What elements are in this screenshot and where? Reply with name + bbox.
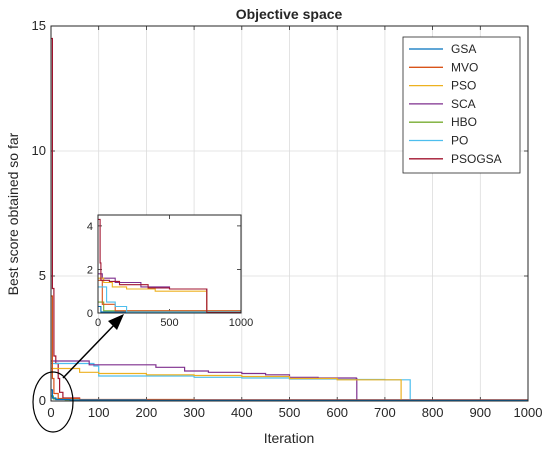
legend: GSA MVO PSO SCA HBO PO PSOGSA bbox=[402, 36, 521, 174]
main-x-tick-label: 600 bbox=[326, 405, 348, 420]
inset-series-po bbox=[98, 286, 241, 313]
main-series-po bbox=[51, 362, 528, 401]
legend-label-gsa: GSA bbox=[451, 42, 476, 56]
main-x-tick-label: 500 bbox=[279, 405, 301, 420]
y-axis-label: Best score obtained so far bbox=[5, 132, 21, 295]
main-x-tick-label: 800 bbox=[422, 405, 444, 420]
main-x-tick-label: 100 bbox=[88, 405, 110, 420]
legend-box bbox=[402, 36, 521, 174]
inset-y-tick-label: 0 bbox=[87, 308, 93, 320]
zoom-ellipse bbox=[32, 371, 74, 433]
main-x-tick-label: 200 bbox=[136, 405, 158, 420]
inset-series-group bbox=[98, 218, 241, 313]
legend-label-psogsa: PSOGSA bbox=[451, 152, 502, 166]
main-x-tick-label: 1000 bbox=[514, 405, 543, 420]
legend-label-po: PO bbox=[451, 134, 468, 148]
main-y-tick-label: 15 bbox=[32, 18, 46, 33]
main-series-gsa bbox=[51, 389, 528, 401]
inset-plot: 0 500 1000 0 2 4 bbox=[87, 214, 253, 329]
inset-x-tick-label: 1000 bbox=[229, 317, 253, 329]
main-y-tick-label: 5 bbox=[39, 268, 46, 283]
main-x-tick-label: 300 bbox=[183, 405, 205, 420]
main-frame-top bbox=[50, 25, 529, 402]
inset-y-tick-label: 2 bbox=[87, 264, 93, 276]
inset-series-gsa bbox=[98, 305, 241, 313]
inset-y-tick-label: 4 bbox=[87, 221, 93, 233]
main-x-tick-label: 700 bbox=[374, 405, 396, 420]
main-x-tick-label: 900 bbox=[469, 405, 491, 420]
inset-x-tick-label: 500 bbox=[160, 317, 178, 329]
inset-series-psogsa bbox=[98, 218, 241, 313]
inset-x-tick-label: 0 bbox=[95, 317, 101, 329]
main-series-sca bbox=[51, 360, 528, 401]
chart-title: Objective space bbox=[236, 6, 343, 22]
main-series-pso bbox=[51, 367, 528, 401]
zoom-annotation bbox=[32, 314, 124, 433]
zoom-arrow-line bbox=[62, 322, 117, 379]
legend-label-mvo: MVO bbox=[451, 60, 478, 74]
main-y-tick-label: 0 bbox=[39, 393, 46, 408]
zoom-arrow-head bbox=[108, 314, 124, 330]
main-x-tick-label: 400 bbox=[231, 405, 253, 420]
legend-label-pso: PSO bbox=[451, 79, 476, 93]
main-y-tick-label: 10 bbox=[32, 143, 46, 158]
legend-label-hbo: HBO bbox=[451, 115, 477, 129]
x-axis-label: Iteration bbox=[264, 430, 315, 446]
inset-frame-top bbox=[97, 214, 242, 314]
inset-background bbox=[98, 215, 241, 313]
legend-label-sca: SCA bbox=[451, 97, 476, 111]
main-x-tick-label: 0 bbox=[47, 405, 54, 420]
main-series-group bbox=[51, 37, 528, 401]
